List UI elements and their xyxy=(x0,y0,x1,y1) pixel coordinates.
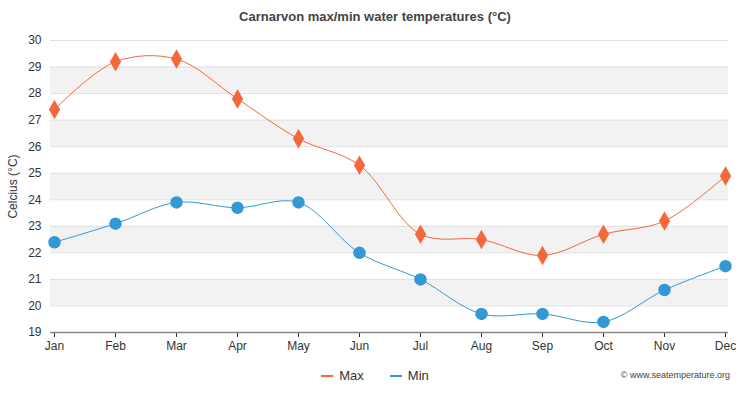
svg-text:30: 30 xyxy=(28,33,42,47)
svg-text:Jul: Jul xyxy=(413,339,428,353)
svg-text:27: 27 xyxy=(28,113,42,127)
svg-text:Aug: Aug xyxy=(471,339,492,353)
svg-text:Apr: Apr xyxy=(228,339,247,353)
svg-text:28: 28 xyxy=(28,86,42,100)
html-text:Carnarvon max/min water temper: Carnarvon max/min water temperatures (°C… xyxy=(239,9,511,24)
html-text:Min: Min xyxy=(407,368,429,383)
svg-text:23: 23 xyxy=(28,219,42,233)
html-text:Max: Max xyxy=(339,368,364,383)
svg-text:Feb: Feb xyxy=(105,339,126,353)
svg-text:Jun: Jun xyxy=(350,339,369,353)
svg-text:19: 19 xyxy=(28,325,42,339)
svg-text:21: 21 xyxy=(28,272,42,286)
svg-text:Mar: Mar xyxy=(166,339,187,353)
html-text:© www.seatemperature.org: © www.seatemperature.org xyxy=(620,370,730,380)
svg-text:Oct: Oct xyxy=(594,339,613,353)
svg-text:Jan: Jan xyxy=(45,339,64,353)
svg-text:Sep: Sep xyxy=(532,339,554,353)
svg-text:22: 22 xyxy=(28,246,42,260)
svg-text:25: 25 xyxy=(28,166,42,180)
svg-text:24: 24 xyxy=(28,193,42,207)
svg-text:May: May xyxy=(287,339,310,353)
svg-text:20: 20 xyxy=(28,299,42,313)
svg-text:Celcius (°C): Celcius (°C) xyxy=(6,154,20,218)
svg-text:Dec: Dec xyxy=(715,339,736,353)
svg-text:26: 26 xyxy=(28,140,42,154)
svg-text:29: 29 xyxy=(28,60,42,74)
svg-text:Nov: Nov xyxy=(654,339,675,353)
